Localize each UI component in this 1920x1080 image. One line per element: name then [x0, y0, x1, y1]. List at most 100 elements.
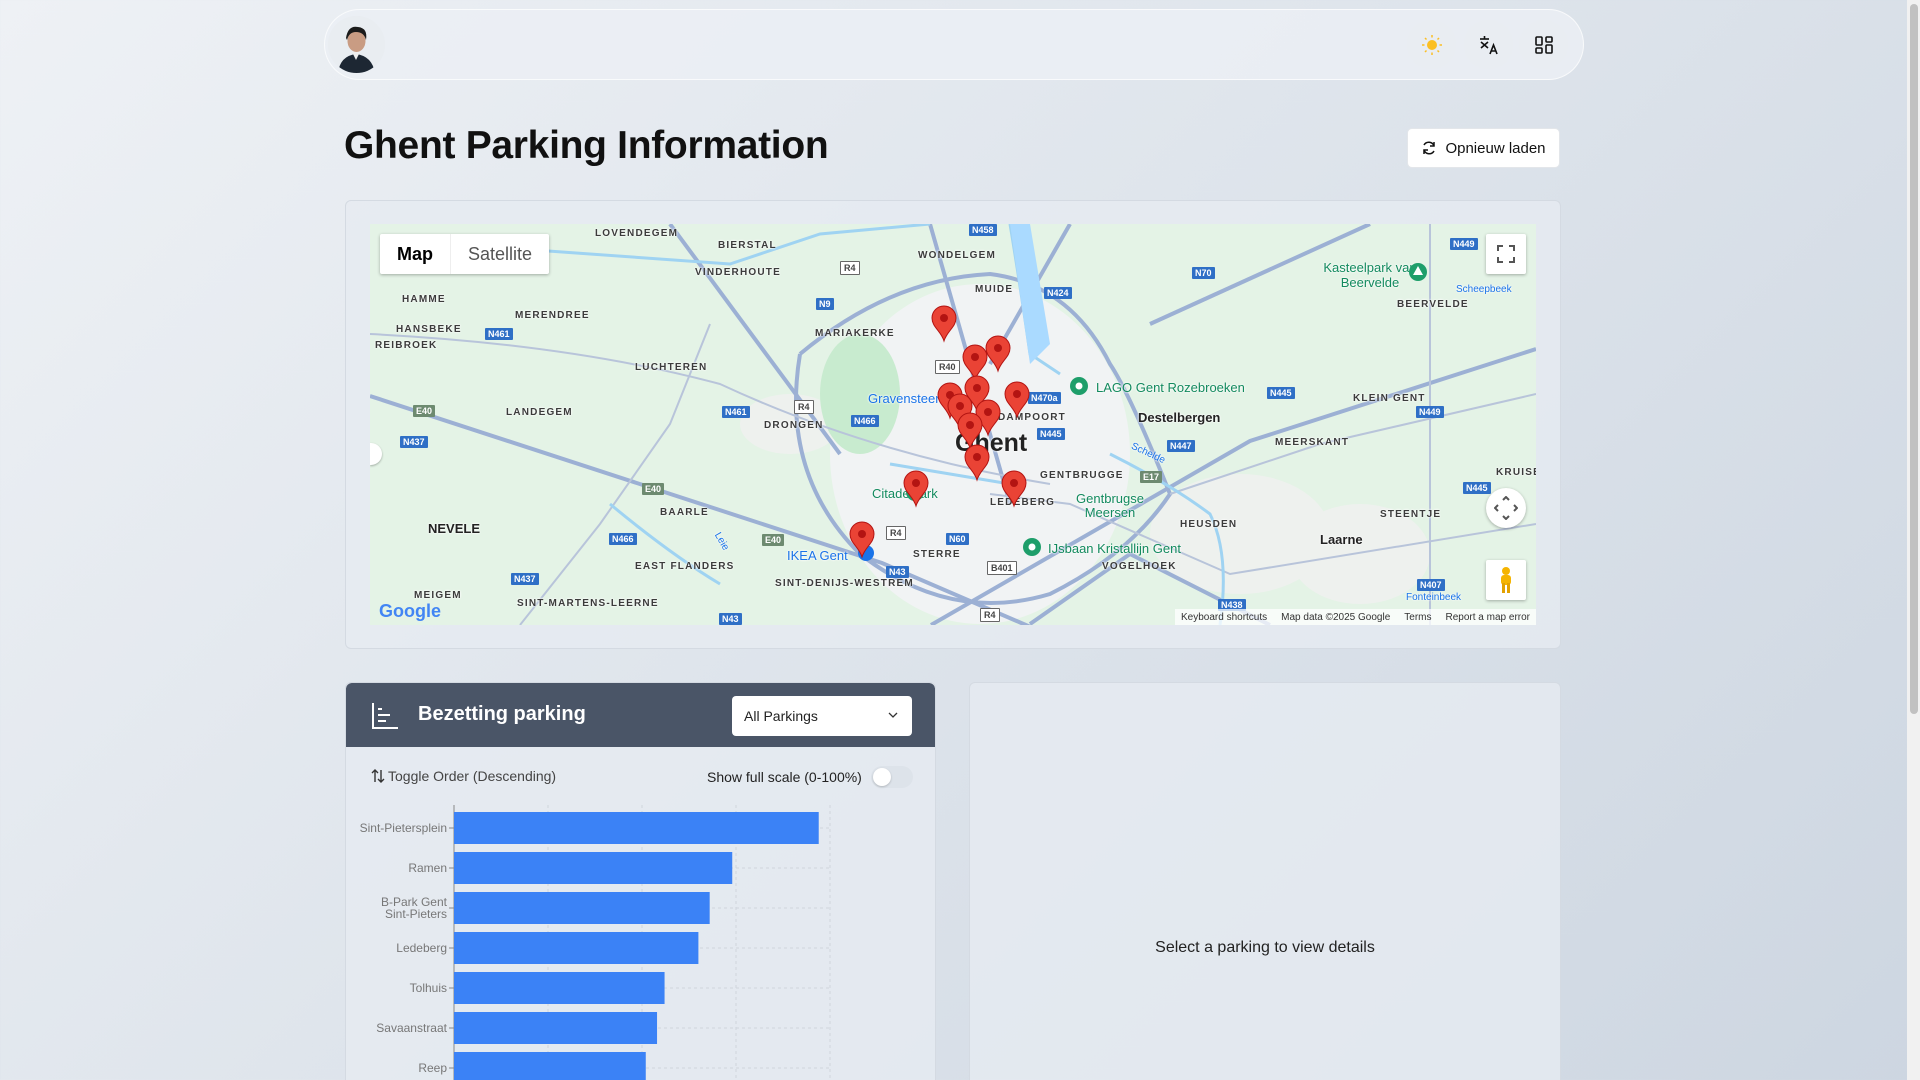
bar[interactable]	[454, 852, 733, 884]
terms-link[interactable]: Terms	[1404, 611, 1432, 623]
road-shield: E40	[642, 483, 665, 495]
road-shield: N470a	[1028, 392, 1061, 404]
bar-chart	[449, 805, 831, 1080]
toggle-order-label: Toggle Order (Descending)	[388, 768, 557, 784]
keyboard-shortcuts-link[interactable]: Keyboard shortcuts	[1180, 611, 1268, 623]
fullscreen-button[interactable]	[1486, 234, 1526, 274]
move-arrows-icon	[1494, 496, 1518, 520]
full-scale-toggle[interactable]	[871, 766, 913, 788]
road-shield: N9	[816, 298, 834, 310]
road-shield: N445	[1267, 387, 1295, 399]
y-tick-label-line: Tolhuis	[409, 981, 447, 995]
camera-control-button[interactable]	[1486, 488, 1526, 528]
reload-label: Opnieuw laden	[1445, 139, 1546, 157]
road-shield: N449	[1450, 238, 1478, 250]
map-label: HAMME	[402, 294, 446, 305]
chart-title: Bezetting parking	[418, 703, 586, 725]
map-label: BIERSTAL	[718, 240, 777, 251]
map-label: DRONGEN	[764, 420, 824, 431]
map-label: SINT-MARTENS-LEERNE	[517, 598, 659, 609]
map-label: MEIGEM	[414, 590, 462, 601]
map-label: IJsbaan Kristallijn Gent	[1048, 541, 1181, 556]
avatar-image	[328, 16, 385, 73]
parking-marker[interactable]	[903, 470, 929, 508]
parking-marker[interactable]	[849, 521, 875, 559]
parking-marker[interactable]	[931, 305, 957, 343]
y-tick-label: Reep	[346, 1062, 447, 1074]
road-shield: E17	[1140, 471, 1163, 483]
parking-marker[interactable]	[947, 393, 973, 431]
parking-marker[interactable]	[975, 399, 1001, 437]
map-label: MARIAKERKE	[815, 328, 895, 339]
page-title: Ghent Parking Information	[344, 124, 829, 167]
parking-marker[interactable]	[962, 344, 988, 382]
road-shield: R4	[794, 400, 814, 414]
map-label: DAMPOORT	[998, 412, 1066, 423]
road-shield: N43	[719, 613, 742, 625]
street-view-pegman[interactable]	[1486, 560, 1526, 600]
parking-marker[interactable]	[985, 335, 1011, 373]
road-shield: N70	[1192, 267, 1215, 279]
parking-marker[interactable]	[964, 444, 990, 482]
occupancy-chart-card: Bezetting parking All Parkings Toggle Or…	[345, 682, 936, 1080]
map-attribution: Keyboard shortcuts Map data ©2025 Google…	[1174, 609, 1536, 625]
road-shield: N424	[1044, 287, 1072, 299]
y-tick-label: Sint-Pietersplein	[346, 822, 447, 834]
map-data-text: Map data ©2025 Google	[1281, 611, 1391, 623]
map-label: VINDERHOUTE	[695, 267, 781, 278]
bar[interactable]	[454, 892, 710, 924]
map-label: BEERVELDE	[1397, 299, 1469, 310]
bar[interactable]	[454, 812, 819, 844]
road-shield: N445	[1463, 482, 1491, 494]
road-shield: R40	[935, 360, 960, 374]
bar[interactable]	[454, 932, 699, 964]
fullscreen-icon	[1497, 245, 1515, 263]
google-map[interactable]: LOVENDEGEM BIERSTAL VINDERHOUTE WONDELGE…	[370, 224, 1536, 625]
y-tick-label: Savaanstraat	[346, 1022, 447, 1034]
y-tick-label: Tolhuis	[346, 981, 447, 995]
parking-select-value: All Parkings	[744, 708, 818, 724]
bar[interactable]	[454, 1052, 646, 1080]
road-shield: N445	[1037, 428, 1065, 440]
map-label: STEENTJE	[1380, 509, 1442, 520]
road-shield: E40	[413, 405, 436, 417]
parking-marker[interactable]	[1004, 381, 1030, 419]
road-shield: N437	[400, 436, 428, 448]
bar[interactable]	[454, 972, 665, 1004]
parking-marker[interactable]	[957, 412, 983, 450]
avatar[interactable]	[328, 16, 385, 73]
parking-marker[interactable]	[1001, 470, 1027, 508]
map-label: STERRE	[913, 549, 961, 560]
language-button[interactable]	[1464, 20, 1513, 69]
reload-button[interactable]: Opnieuw laden	[1407, 128, 1560, 168]
report-error-link[interactable]: Report a map error	[1445, 611, 1530, 623]
map-type-map-button[interactable]: Map	[380, 234, 451, 274]
map-label: KRUISE	[1496, 467, 1536, 478]
theme-toggle-button[interactable]	[1407, 20, 1456, 69]
road-shield: N407	[1417, 579, 1445, 591]
marker-layer	[849, 263, 1427, 561]
map-label: MUIDE	[975, 284, 1014, 295]
road-shield: E40	[762, 534, 785, 546]
scrollbar-thumb[interactable]	[1910, 4, 1918, 714]
map-type-satellite-button[interactable]: Satellite	[468, 244, 533, 264]
toggle-order-button[interactable]: Toggle Order (Descending)	[371, 768, 556, 784]
map-label: LAGO Gent Rozebroeken	[1096, 380, 1245, 395]
road-shield: N458	[969, 224, 997, 236]
map-label: Scheepbeek	[1456, 284, 1512, 295]
bar[interactable]	[454, 1012, 658, 1044]
apps-button[interactable]	[1519, 20, 1568, 69]
parking-select[interactable]: All Parkings	[732, 696, 912, 736]
pan-handle[interactable]	[370, 443, 382, 465]
map-label: HEUSDEN	[1180, 519, 1238, 530]
map-label: NEVELE	[428, 521, 481, 536]
y-tick-label: Ledeberg	[346, 942, 447, 954]
top-navigation-bar	[324, 9, 1584, 80]
road-shield: R4	[980, 608, 1000, 622]
page-scrollbar[interactable]	[1907, 0, 1920, 1080]
map-label: Gravensteen	[868, 391, 943, 406]
road-shield: N438	[1218, 599, 1246, 611]
map-label: HANSBEKE	[396, 324, 462, 335]
map-type-control: Map Satellite	[380, 234, 550, 274]
map-label: LUCHTEREN	[635, 362, 708, 373]
